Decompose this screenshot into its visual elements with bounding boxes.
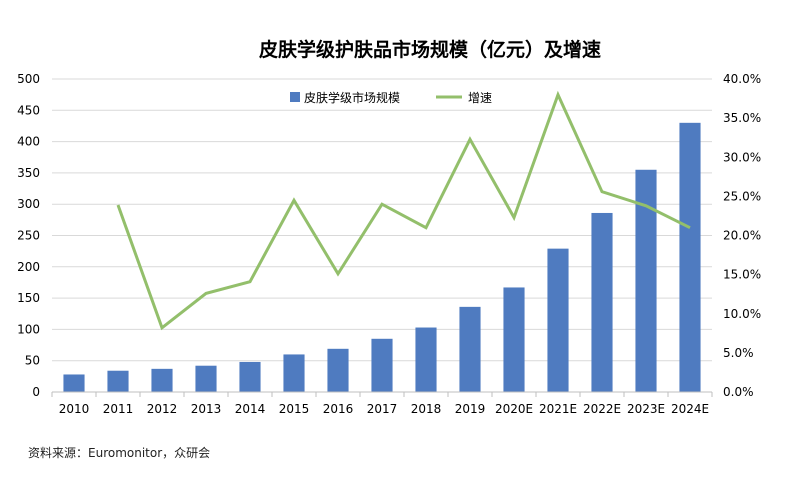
left-tick-label: 150 bbox=[17, 291, 40, 305]
left-tick-label: 350 bbox=[17, 166, 40, 180]
x-tick-label: 2016 bbox=[323, 402, 354, 416]
legend-label-bar: 皮肤学级市场规模 bbox=[304, 90, 400, 105]
right-tick-label: 20.0% bbox=[723, 229, 761, 243]
gridlines bbox=[52, 78, 712, 362]
left-axis-ticks: 0 50 100 150 200 250 300 350 400 450 500 bbox=[17, 72, 40, 399]
bar bbox=[415, 327, 437, 392]
legend-swatch-bar bbox=[290, 92, 300, 102]
left-tick-label: 250 bbox=[17, 229, 40, 243]
left-tick-label: 300 bbox=[17, 197, 40, 211]
right-tick-label: 30.0% bbox=[723, 150, 761, 164]
legend: 皮肤学级市场规模 增速 bbox=[290, 90, 492, 105]
right-axis-ticks: 0.0% 5.0% 10.0% 15.0% 20.0% 25.0% 30.0% 35.0% 40… bbox=[723, 72, 761, 399]
left-tick-label: 0 bbox=[32, 385, 40, 399]
right-tick-label: 10.0% bbox=[723, 307, 761, 321]
bar bbox=[283, 354, 305, 392]
x-tick-label: 2019 bbox=[455, 402, 486, 416]
right-tick-label: 40.0% bbox=[723, 72, 761, 86]
x-tick-label: 2013 bbox=[191, 402, 222, 416]
left-tick-label: 200 bbox=[17, 260, 40, 274]
left-tick-label: 400 bbox=[17, 135, 40, 149]
bar bbox=[195, 365, 217, 392]
right-tick-label: 25.0% bbox=[723, 189, 761, 203]
bar bbox=[239, 361, 261, 392]
left-tick-label: 450 bbox=[17, 103, 40, 117]
x-tick-label: 2017 bbox=[367, 402, 398, 416]
bar bbox=[459, 306, 481, 392]
left-tick-label: 500 bbox=[17, 72, 40, 86]
bar bbox=[371, 338, 393, 392]
x-tick-label: 2014 bbox=[235, 402, 266, 416]
right-tick-label: 5.0% bbox=[723, 346, 754, 360]
x-tick-label: 2018 bbox=[411, 402, 442, 416]
x-tick-label: 2023E bbox=[627, 402, 665, 416]
right-tick-label: 15.0% bbox=[723, 268, 761, 282]
legend-label-line: 增速 bbox=[468, 91, 492, 105]
chart-title: 皮肤学级护肤品市场规模（亿元）及增速 bbox=[259, 38, 601, 61]
x-tick-label: 2012 bbox=[147, 402, 178, 416]
x-axis-ticks: 2010 2011 2012 2013 2014 2015 2016 2017 2018 2019… bbox=[59, 402, 709, 416]
line-series bbox=[116, 90, 691, 331]
bar-series bbox=[63, 122, 701, 392]
bar bbox=[107, 370, 129, 392]
bar bbox=[547, 248, 569, 392]
left-tick-label: 50 bbox=[25, 354, 40, 368]
bar bbox=[679, 122, 701, 392]
x-tick-label: 2020E bbox=[495, 402, 533, 416]
x-tick-label: 2011 bbox=[103, 402, 134, 416]
left-tick-label: 100 bbox=[17, 322, 40, 336]
axes bbox=[51, 391, 713, 397]
right-tick-label: 35.0% bbox=[723, 111, 761, 125]
x-tick-label: 2024E bbox=[671, 402, 709, 416]
bar bbox=[63, 374, 85, 392]
x-tick-label: 2021E bbox=[539, 402, 577, 416]
bar bbox=[151, 368, 173, 392]
growth-line bbox=[116, 90, 691, 331]
x-tick-label: 2015 bbox=[279, 402, 310, 416]
bar bbox=[635, 169, 657, 392]
x-tick-label: 2010 bbox=[59, 402, 90, 416]
right-tick-label: 0.0% bbox=[723, 385, 754, 399]
bar bbox=[503, 287, 525, 392]
x-tick-label: 2022E bbox=[583, 402, 621, 416]
bar bbox=[591, 212, 613, 392]
bar bbox=[327, 348, 349, 392]
source-note: 资料来源：Euromonitor，众研会 bbox=[28, 446, 211, 460]
